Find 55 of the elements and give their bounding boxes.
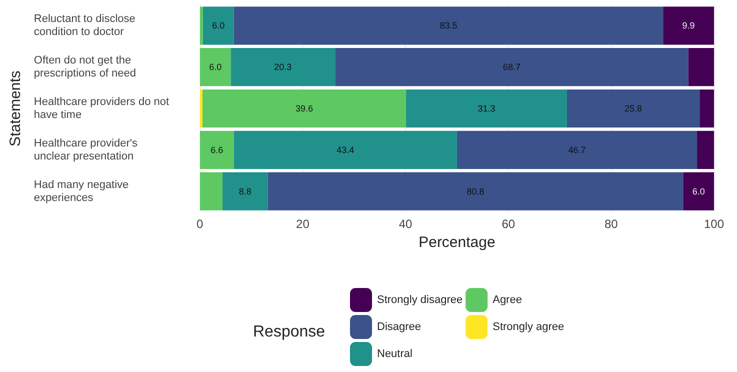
data-label: 83.5: [440, 20, 458, 31]
bar: [230, 48, 336, 86]
x-tick-label: 80: [604, 217, 618, 231]
x-tick-label: 0: [196, 217, 204, 231]
data-label: 6.0: [692, 186, 705, 196]
bar: [202, 89, 406, 128]
x-axis-title: Percentage: [418, 234, 496, 251]
bar: [200, 6, 203, 45]
data-label: 25.8: [624, 104, 642, 114]
bar: [222, 172, 268, 210]
bar: [200, 172, 223, 210]
data-label: 68.7: [502, 62, 520, 72]
data-label: 46.7: [568, 144, 586, 155]
bar: [663, 6, 714, 45]
data-label: 6.0: [212, 20, 225, 31]
bar: [697, 130, 714, 169]
y-tick-label: Healthcare providers do not have time: [34, 96, 172, 121]
y-tick-label: Had many negative experiences: [34, 178, 132, 204]
bar: [683, 172, 714, 210]
data-label: 20.3: [274, 62, 292, 72]
data-label: 9.9: [682, 20, 695, 31]
bar: [200, 89, 202, 128]
bar: [268, 172, 684, 210]
bar: [200, 48, 231, 86]
legend-label: Strongly agree: [492, 321, 564, 333]
data-label: 31.3: [478, 104, 496, 114]
bar: [202, 6, 234, 45]
y-tick-label: Reluctant to disclose condition to doctor: [34, 13, 138, 38]
bar: [700, 89, 714, 128]
bar: [335, 48, 688, 86]
y-tick-label: Often do not get the prescriptions of need: [34, 54, 136, 80]
legend-label: Strongly disagree: [377, 294, 463, 306]
data-label: 39.6: [295, 104, 314, 114]
bar: [406, 89, 567, 128]
legend-title: Response: [253, 324, 326, 340]
y-axis-title: Statements: [7, 70, 24, 146]
data-label: 43.4: [336, 144, 354, 155]
bar: [234, 130, 457, 169]
y-tick-label: Healthcare provider's unclear presentation: [34, 137, 141, 162]
x-tick-label: 100: [704, 217, 724, 231]
bar: [566, 89, 700, 128]
legend-label: Neutral: [377, 348, 412, 360]
legend-label: Disagree: [377, 321, 422, 333]
bar: [456, 130, 698, 169]
legend-label: Agree: [492, 294, 522, 306]
data-label: 8.8: [238, 186, 252, 196]
data-label: 6.6: [210, 144, 224, 155]
data-label: 6.0: [209, 62, 222, 72]
x-tick-label: 60: [502, 217, 516, 231]
data-label: 80.8: [466, 186, 484, 196]
bar: [688, 48, 714, 86]
bar: [200, 130, 234, 169]
x-tick-label: 40: [398, 217, 413, 231]
bar: [234, 6, 664, 45]
x-tick-label: 20: [296, 217, 310, 231]
